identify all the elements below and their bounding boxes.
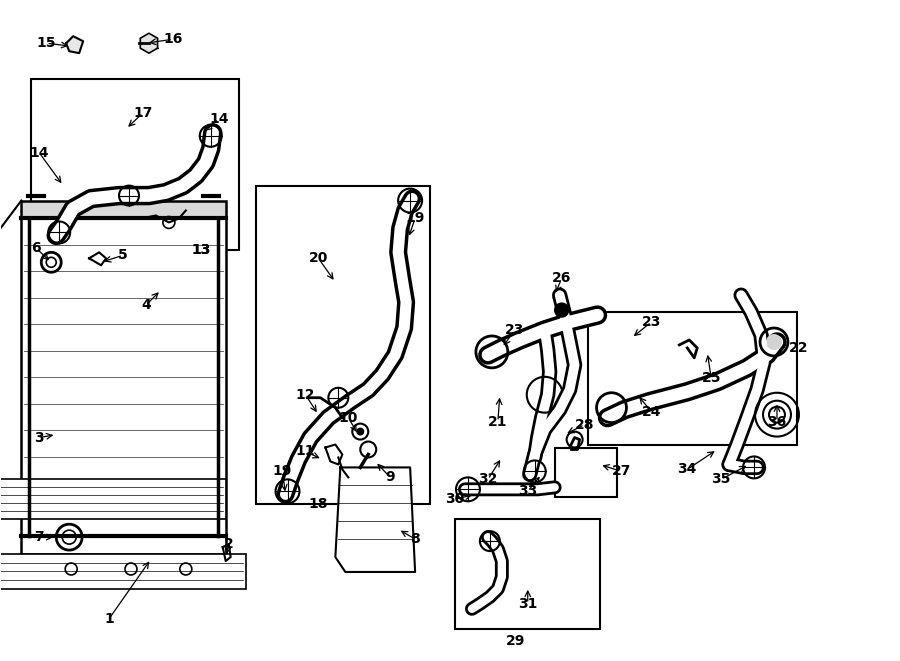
Text: 31: 31 — [518, 597, 537, 611]
Bar — [0, 479, 226, 519]
Text: 23: 23 — [642, 315, 662, 329]
Text: 9: 9 — [385, 471, 395, 485]
Text: 21: 21 — [488, 414, 508, 428]
Circle shape — [554, 303, 569, 317]
Text: 20: 20 — [309, 251, 328, 265]
Text: 16: 16 — [163, 32, 183, 46]
Text: 18: 18 — [309, 497, 328, 511]
Text: 1: 1 — [104, 612, 114, 626]
Text: 7: 7 — [34, 530, 44, 544]
Bar — [0, 554, 246, 589]
Text: 19: 19 — [273, 465, 292, 479]
Text: 23: 23 — [505, 323, 525, 337]
Text: 14: 14 — [209, 112, 229, 126]
Circle shape — [766, 334, 782, 350]
Text: 3: 3 — [34, 430, 44, 445]
Text: 6: 6 — [32, 241, 41, 255]
Text: 8: 8 — [410, 532, 420, 546]
Polygon shape — [336, 467, 415, 572]
Text: 35: 35 — [712, 473, 731, 486]
Text: 17: 17 — [133, 106, 153, 120]
Text: 14: 14 — [30, 145, 49, 160]
Text: 15: 15 — [37, 36, 56, 50]
Text: 12: 12 — [296, 388, 315, 402]
Bar — [588, 312, 796, 444]
Polygon shape — [67, 36, 83, 53]
Text: 11: 11 — [296, 444, 315, 459]
Text: 13: 13 — [191, 243, 211, 257]
Text: 25: 25 — [701, 371, 721, 385]
Text: 34: 34 — [678, 463, 697, 477]
Text: 36: 36 — [768, 414, 787, 428]
Text: 29: 29 — [506, 634, 526, 648]
Bar — [455, 519, 599, 629]
Text: 22: 22 — [789, 341, 809, 355]
Text: 30: 30 — [446, 492, 464, 506]
Text: 5: 5 — [118, 249, 128, 262]
Bar — [256, 186, 430, 504]
Circle shape — [356, 428, 365, 436]
Bar — [32, 79, 238, 251]
Text: 26: 26 — [552, 271, 572, 285]
Text: 4: 4 — [141, 298, 151, 312]
Text: 2: 2 — [224, 537, 234, 551]
Text: 10: 10 — [338, 410, 358, 424]
Text: 27: 27 — [612, 465, 631, 479]
Text: 13: 13 — [191, 243, 211, 257]
Text: 24: 24 — [642, 405, 662, 418]
Text: 28: 28 — [575, 418, 594, 432]
Bar — [554, 447, 617, 497]
Bar — [22, 200, 226, 554]
Text: 32: 32 — [478, 473, 498, 486]
Text: 33: 33 — [518, 485, 537, 498]
Polygon shape — [140, 33, 158, 53]
Text: 19: 19 — [405, 212, 425, 225]
